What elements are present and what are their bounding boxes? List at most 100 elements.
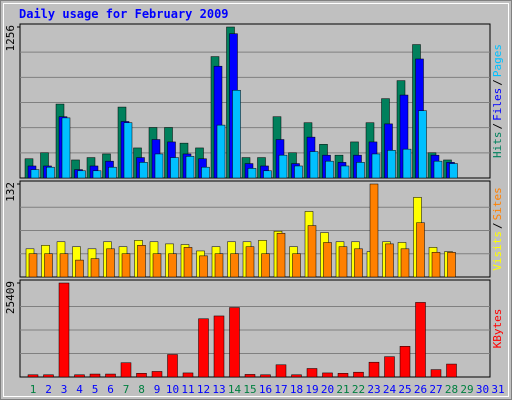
bar <box>307 225 317 278</box>
bar <box>170 157 179 179</box>
bar <box>276 233 286 278</box>
bar <box>185 156 195 179</box>
bar <box>263 170 272 179</box>
bar <box>245 246 255 278</box>
x-tick-label: 11 <box>181 383 194 396</box>
y-tick-label: 25409 <box>4 281 17 314</box>
bar <box>90 258 100 278</box>
bar <box>121 253 131 278</box>
x-tick-label: 26 <box>414 383 427 396</box>
legend: KBytes <box>491 309 504 349</box>
bar <box>399 346 411 378</box>
bar <box>385 243 394 278</box>
legend-entry: Sites <box>491 187 504 220</box>
bar <box>291 374 302 378</box>
y-tick-label: 1256 <box>4 25 17 52</box>
bar <box>59 253 69 278</box>
bar <box>232 89 241 179</box>
bar <box>244 374 256 378</box>
bar <box>449 163 458 179</box>
bar <box>182 372 194 378</box>
bar <box>198 318 209 378</box>
bar <box>229 307 240 378</box>
bar <box>261 253 270 278</box>
bar <box>247 168 257 179</box>
bar <box>154 153 164 179</box>
bar <box>400 248 410 278</box>
bar <box>46 166 55 179</box>
bar <box>61 117 71 179</box>
bar <box>123 122 133 179</box>
bar <box>168 253 177 278</box>
bar <box>216 124 226 179</box>
legend-entry: Visits <box>491 231 504 271</box>
legend-entry: Files <box>491 88 504 121</box>
bar <box>309 151 319 179</box>
bar <box>137 245 146 278</box>
bar <box>306 368 318 378</box>
bar <box>152 253 162 278</box>
bar <box>30 169 40 179</box>
bar <box>27 374 39 378</box>
y-tick-label: 132 <box>4 182 17 202</box>
bar <box>214 253 224 278</box>
bar <box>108 166 117 179</box>
x-tick-label: 9 <box>154 383 161 396</box>
bar <box>353 371 364 378</box>
bar <box>368 361 380 378</box>
bar <box>43 374 54 378</box>
x-tick-label: 21 <box>336 383 349 396</box>
x-tick-label: 4 <box>76 383 83 396</box>
bar <box>151 371 163 378</box>
x-tick-label: 16 <box>259 383 272 396</box>
bar <box>402 148 412 179</box>
chart-title: Daily usage for February 2009 <box>19 7 229 21</box>
bar <box>58 282 70 378</box>
bar <box>322 372 333 378</box>
bar <box>430 369 442 378</box>
bar <box>213 315 225 378</box>
x-tick-label: 29 <box>460 383 473 396</box>
bar <box>447 252 456 278</box>
x-tick-label: 13 <box>212 383 225 396</box>
bar <box>294 165 303 179</box>
x-tick-label: 28 <box>445 383 458 396</box>
bar <box>337 373 349 378</box>
bar <box>167 354 178 378</box>
legend: Hits / Files / Pages <box>491 44 504 158</box>
bar <box>325 160 334 179</box>
bar <box>120 362 132 378</box>
legend-separator: / <box>491 79 504 86</box>
legend-separator: / <box>491 222 504 229</box>
bar <box>387 150 396 179</box>
x-tick-label: 14 <box>228 383 242 396</box>
x-tick-label: 27 <box>429 383 442 396</box>
bar <box>260 374 271 378</box>
x-tick-label: 19 <box>305 383 318 396</box>
x-tick-label: 10 <box>166 383 179 396</box>
legend-entry: Pages <box>491 44 504 77</box>
x-tick-label: 20 <box>321 383 334 396</box>
bar <box>275 364 287 378</box>
legend-entry: KBytes <box>491 309 504 349</box>
x-tick-label: 7 <box>123 383 130 396</box>
bar <box>183 247 193 278</box>
bar <box>199 255 208 278</box>
x-tick-label: 2 <box>45 383 52 396</box>
x-tick-label: 31 <box>491 383 504 396</box>
x-tick-label: 18 <box>290 383 303 396</box>
bar <box>323 242 332 278</box>
bar <box>278 154 288 179</box>
bar <box>371 153 381 179</box>
x-tick-label: 15 <box>243 383 256 396</box>
bar <box>338 246 348 278</box>
bar <box>28 253 38 278</box>
x-tick-label: 3 <box>61 383 68 396</box>
bar <box>356 162 365 179</box>
x-tick-label: 8 <box>138 383 145 396</box>
legend: Visits / Sites <box>491 187 504 271</box>
plot-area <box>19 279 491 378</box>
x-tick-label: 6 <box>107 383 114 396</box>
x-tick-label: 17 <box>274 383 287 396</box>
bar <box>75 259 84 278</box>
